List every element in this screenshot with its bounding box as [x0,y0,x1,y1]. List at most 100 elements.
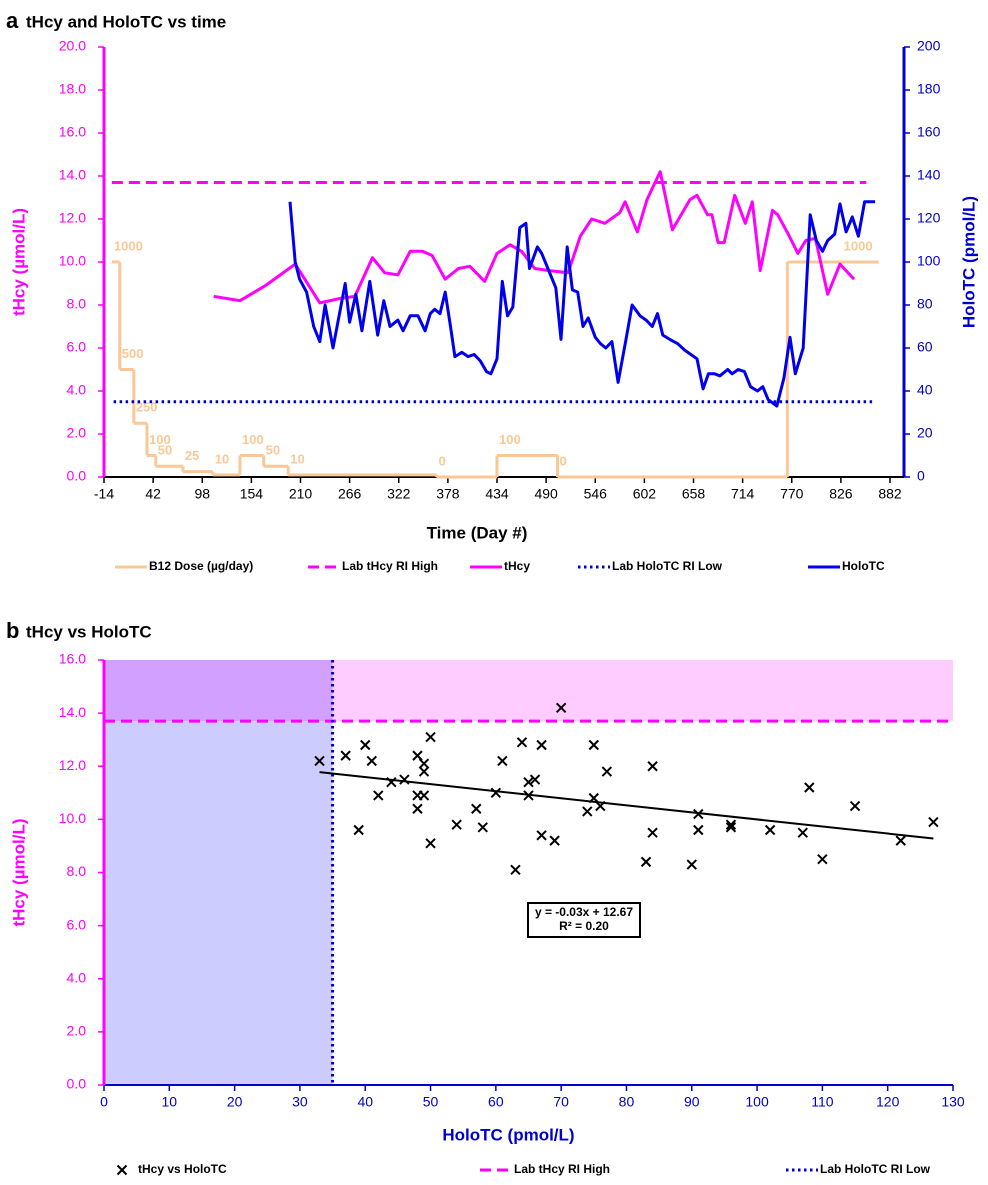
scatter-point [360,739,371,751]
x-tick-label: 770 [780,486,804,502]
panel-label: b [6,618,19,643]
x-tick-label: 30 [292,1094,308,1110]
x-tick-label: 10 [162,1094,178,1110]
scatter-point [817,854,828,865]
dose-label: 100 [242,432,264,447]
scatter-point [366,755,377,767]
y-axis-label: tHcy (µmol/L) [9,818,28,926]
scatter-point [693,808,704,820]
scatter-point [373,790,384,801]
scatter-point [523,776,534,788]
x-tick-label: 100 [745,1094,769,1110]
scatter-point [529,774,541,785]
trend-equation: y = -0.03x + 12.67 [535,905,633,919]
y-tick-label: 8.0 [67,863,87,879]
y-tick-label: 14.0 [59,167,86,183]
x-tick-label: 42 [145,486,161,502]
scatter-point [555,702,567,714]
scatter-point [693,824,704,836]
x-tick-label: 110 [811,1094,834,1110]
chart-title: tHcy vs HoloTC [26,622,152,641]
scatter-point [353,824,364,836]
x-tick-label: 490 [534,486,558,502]
scatter-point [412,803,423,814]
scatter-point [425,838,436,849]
scatter-point [686,859,697,870]
y2-tick-label: 80 [917,296,933,312]
dose-label: 50 [266,443,280,458]
dose-label: 10 [215,451,229,466]
dose-label: 1000 [844,238,873,253]
scatter-point [849,800,861,812]
scatter-point [516,737,528,748]
scatter-point [804,782,815,793]
y-tick-label: 10.0 [59,253,86,269]
scatter-point [451,819,462,830]
scatter-point [523,790,534,801]
y2-tick-label: 200 [917,38,941,54]
x-tick-label: 602 [633,486,657,502]
y-tick-label: 10.0 [59,810,86,826]
x-tick-label: 40 [357,1094,373,1110]
x-tick-label: 826 [829,486,853,502]
scatter-point [418,758,430,769]
trendline [319,771,934,840]
x-tick-label: -14 [94,486,114,502]
y-tick-label: 4.0 [67,969,87,985]
scatter-point [895,835,906,846]
x-tick-label: 658 [682,486,706,502]
scatter-point [582,806,593,817]
panel-label: a [6,8,19,33]
y2-tick-label: 0 [917,468,925,484]
y-tick-label: 14.0 [59,704,86,720]
y-tick-label: 0.0 [67,1076,87,1092]
legend-label: HoloTC [842,559,885,573]
y2-tick-label: 100 [917,253,941,269]
scatter-point [640,856,652,868]
legend-label: Lab tHcy RI High [342,559,438,573]
y-tick-label: 4.0 [67,382,87,398]
scatter-point [425,731,436,743]
scatter-point [386,776,397,788]
scatter-point [647,761,658,772]
data-line [288,200,876,408]
scatter-point [340,750,351,761]
y-axis-label: tHcy (µmol/L) [9,208,28,316]
scatter-point [399,774,410,785]
y-tick-label: 20.0 [59,38,86,54]
scatter-point [418,790,430,801]
scatter-point [588,792,600,804]
x-tick-label: 714 [731,486,755,502]
dose-label: 0 [560,453,567,468]
dose-label: 0 [438,453,445,468]
legend-label: Lab HoloTC RI Low [612,559,723,573]
scatter-point [477,822,488,833]
scatter-point [764,824,776,836]
y2-tick-label: 40 [917,382,933,398]
y2-tick-label: 60 [917,339,933,355]
y-tick-label: 12.0 [59,210,86,226]
x-tick-label: 546 [584,486,608,502]
dose-label: 100 [149,432,171,447]
scatter-point [601,766,613,777]
x-tick-label: 60 [488,1094,504,1110]
dose-label: 250 [136,400,158,415]
x-tick-label: 98 [194,486,210,502]
scatter-point [490,787,502,799]
scatter-point [418,766,430,777]
scatter-point [549,835,560,846]
shade-high-thcy [332,660,954,722]
scatter-point [412,750,423,761]
scatter-point [797,827,808,838]
dose-label: 500 [122,346,144,361]
dose-label: 50 [158,443,172,458]
scatter-point [595,800,606,812]
x-tick-label: 130 [941,1094,965,1110]
x-tick-label: 322 [387,486,411,502]
dose-label: 1000 [114,238,143,253]
scatter-point [725,819,737,830]
legend-label: Lab tHcy RI High [514,1162,610,1176]
x-tick-label: 90 [684,1094,700,1110]
dose-label: 25 [185,448,199,463]
